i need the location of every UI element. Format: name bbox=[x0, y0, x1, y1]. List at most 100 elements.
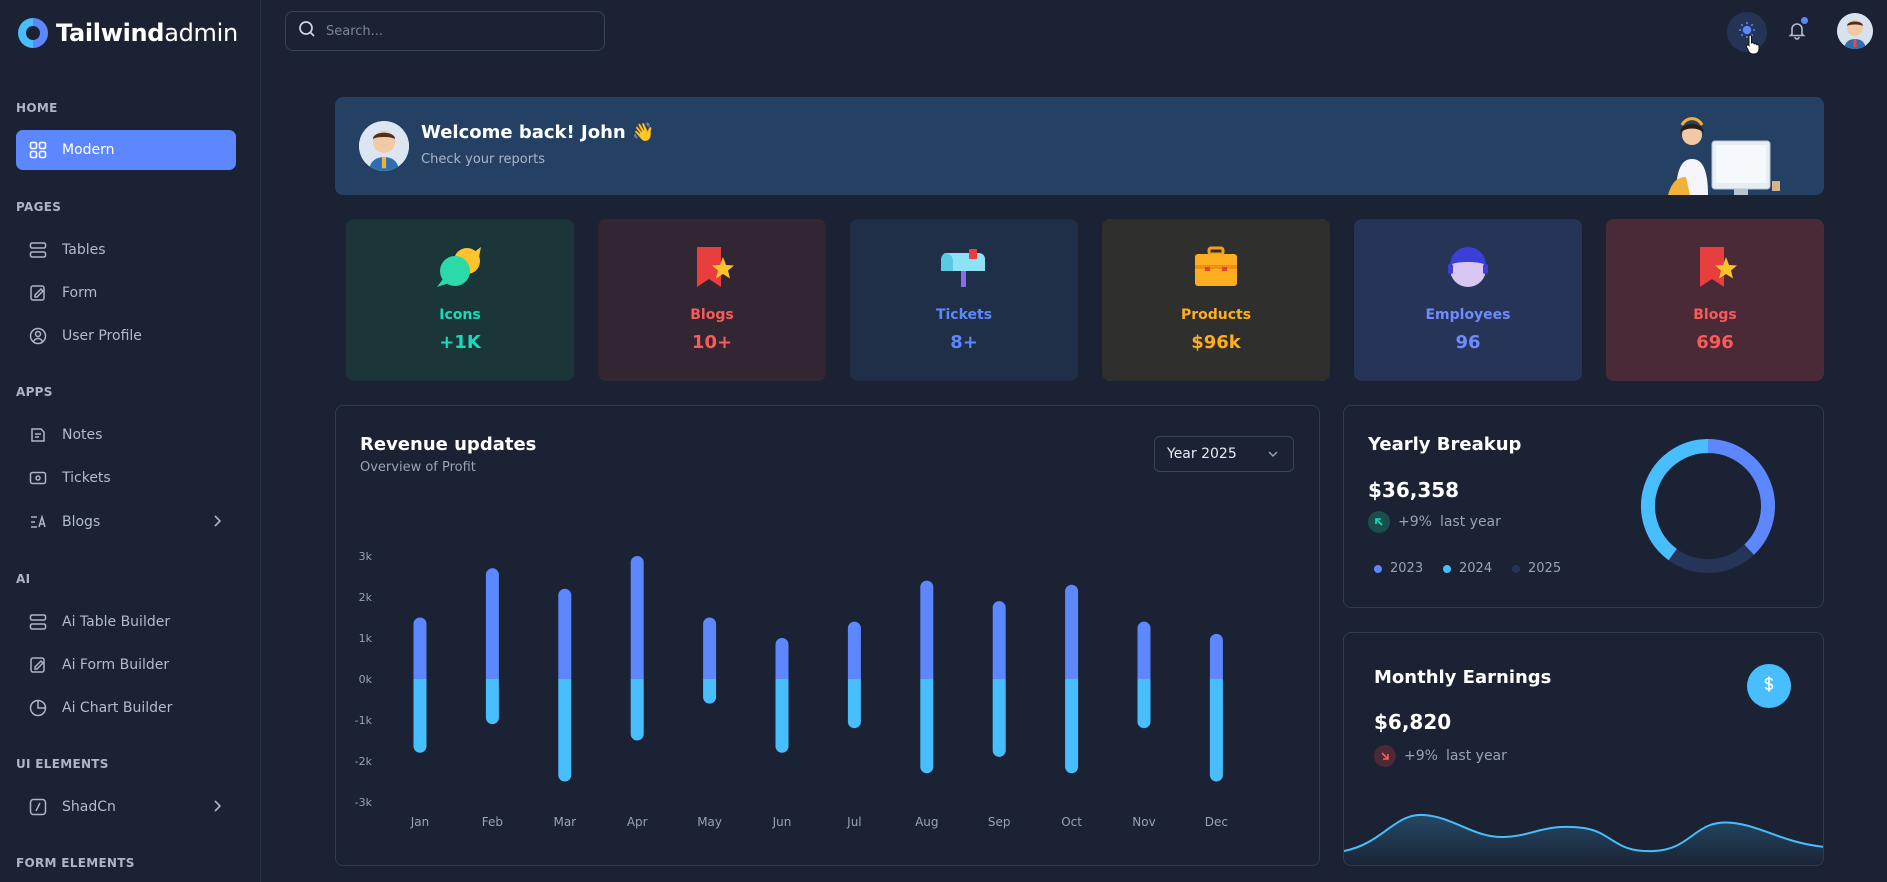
x-tick-label: Apr bbox=[627, 815, 648, 829]
bar-negative bbox=[703, 679, 717, 704]
sidebar-item-form[interactable]: Form bbox=[16, 273, 236, 313]
sidebar-item-ai-form-builder[interactable]: Ai Form Builder bbox=[16, 645, 236, 685]
search-box[interactable] bbox=[285, 11, 605, 51]
trend-note: last year bbox=[1439, 514, 1501, 530]
x-tick-label: May bbox=[697, 815, 722, 829]
chat-bubbles-icon bbox=[437, 247, 481, 287]
bar-positive bbox=[413, 617, 427, 679]
mailbox-icon bbox=[940, 249, 985, 287]
bar-negative bbox=[1209, 679, 1223, 782]
dollar-button[interactable] bbox=[1747, 664, 1791, 708]
year-select[interactable]: Year 2025 bbox=[1154, 436, 1294, 472]
notification-button[interactable] bbox=[1777, 12, 1817, 52]
x-tick-label: Mar bbox=[553, 815, 576, 829]
welcome-title: Welcome back! John 👋 bbox=[421, 122, 655, 143]
stat-card-products[interactable]: Products $96k bbox=[1102, 219, 1330, 381]
yearly-donut-chart bbox=[1641, 439, 1775, 573]
stat-card-blogs-2[interactable]: Blogs 696 bbox=[1606, 219, 1824, 381]
slash-box-icon bbox=[28, 797, 48, 817]
sidebar: Tailwindadmin HOME Modern PAGES Tables F… bbox=[0, 0, 261, 882]
table-icon bbox=[28, 240, 48, 260]
x-tick-label: Feb bbox=[482, 815, 503, 829]
monthly-earnings-card: Monthly Earnings $6,820 +9% last year bbox=[1343, 632, 1824, 866]
bar-negative bbox=[775, 679, 789, 753]
bar-positive bbox=[1137, 621, 1151, 679]
y-tick-label: 2k bbox=[359, 591, 373, 604]
search-input[interactable] bbox=[326, 23, 586, 39]
arrow-up-left-icon bbox=[1368, 511, 1390, 533]
x-tick-label: Nov bbox=[1132, 815, 1155, 829]
welcome-banner: Welcome back! John 👋 Check your reports bbox=[335, 97, 1824, 195]
bar-negative bbox=[847, 679, 861, 729]
nav-section-pages: PAGES bbox=[16, 200, 62, 214]
chevron-down-icon bbox=[1267, 448, 1279, 464]
revenue-chart: 3k 2k 1k 0k -1k -2k -3k Jan Feb Mar Apr May Jun Jul Au… bbox=[355, 550, 1228, 829]
x-tick-label: Oct bbox=[1061, 815, 1082, 829]
x-tick-label: Jun bbox=[772, 815, 792, 829]
brand-logo[interactable]: Tailwindadmin bbox=[18, 18, 238, 48]
avatar bbox=[359, 121, 409, 171]
stat-label: Products bbox=[1180, 307, 1252, 323]
trend-percent: +9% bbox=[1398, 514, 1432, 530]
sidebar-item-blogs[interactable]: Blogs bbox=[16, 502, 236, 542]
sidebar-item-user-profile[interactable]: User Profile bbox=[16, 316, 236, 356]
trend-note: last year bbox=[1445, 748, 1507, 764]
bar-negative bbox=[413, 679, 427, 753]
user-circle-icon bbox=[28, 326, 48, 346]
nav-section-ai: AI bbox=[16, 572, 31, 586]
sidebar-item-tickets[interactable]: Tickets bbox=[16, 458, 236, 498]
stat-card-employees[interactable]: Employees 96 bbox=[1354, 219, 1582, 381]
sidebar-item-label: Tables bbox=[62, 242, 106, 258]
x-tick-label: Sep bbox=[988, 815, 1011, 829]
legend-2025: 2025 bbox=[1512, 561, 1561, 576]
bar-positive bbox=[775, 638, 789, 679]
sidebar-item-notes[interactable]: Notes bbox=[16, 415, 236, 455]
stat-value: 96 bbox=[1455, 332, 1481, 353]
bookmark-star-icon bbox=[1700, 247, 1737, 287]
bar-positive bbox=[1209, 633, 1223, 679]
stat-card-tickets[interactable]: Tickets 8+ bbox=[850, 219, 1078, 381]
search-icon bbox=[298, 20, 316, 42]
logo-icon bbox=[18, 18, 48, 48]
stat-value: $96k bbox=[1191, 332, 1241, 353]
dollar-icon bbox=[1760, 675, 1778, 697]
bar-negative bbox=[558, 679, 572, 782]
arrow-down-right-icon bbox=[1374, 745, 1396, 767]
stat-label: Employees bbox=[1425, 307, 1511, 323]
y-tick-label: -2k bbox=[355, 755, 373, 768]
bar-negative bbox=[920, 679, 934, 774]
bar-positive bbox=[992, 601, 1006, 679]
sidebar-item-label: Modern bbox=[62, 142, 115, 158]
sidebar-item-label: Notes bbox=[62, 427, 103, 443]
chevron-right-icon bbox=[212, 514, 222, 532]
sidebar-item-label: User Profile bbox=[62, 328, 142, 344]
bookmark-star-icon bbox=[697, 247, 734, 287]
stat-label: Tickets bbox=[935, 307, 993, 323]
trend-percent: +9% bbox=[1404, 748, 1438, 764]
x-tick-label: Jan bbox=[410, 815, 430, 829]
nav-section-ui-elements: UI ELEMENTS bbox=[16, 757, 109, 771]
monthly-amount: $6,820 bbox=[1374, 710, 1452, 734]
nav-section-form-elements: FORM ELEMENTS bbox=[16, 856, 135, 870]
user-avatar[interactable] bbox=[1837, 13, 1873, 49]
bar-negative bbox=[630, 679, 644, 741]
sidebar-item-label: Blogs bbox=[62, 514, 101, 530]
sidebar-item-label: Ai Form Builder bbox=[62, 657, 170, 673]
monthly-earnings-sparkline bbox=[1344, 813, 1823, 865]
sidebar-item-tables[interactable]: Tables bbox=[16, 230, 236, 270]
sidebar-item-modern[interactable]: Modern bbox=[16, 130, 236, 170]
employee-icon bbox=[1448, 247, 1488, 287]
monthly-trend: +9% last year bbox=[1374, 745, 1507, 767]
stat-card-blogs[interactable]: Blogs 10+ bbox=[598, 219, 826, 381]
sidebar-item-label: Ai Table Builder bbox=[62, 614, 171, 630]
sidebar-item-ai-chart-builder[interactable]: Ai Chart Builder bbox=[16, 688, 236, 728]
sidebar-item-label: Form bbox=[62, 285, 98, 301]
sidebar-item-shadcn[interactable]: ShadCn bbox=[16, 787, 236, 827]
stat-card-icons[interactable]: Icons +1K bbox=[346, 219, 574, 381]
nav-section-home: HOME bbox=[16, 101, 58, 115]
monthly-title: Monthly Earnings bbox=[1374, 667, 1552, 688]
sidebar-item-ai-table-builder[interactable]: Ai Table Builder bbox=[16, 602, 236, 642]
x-tick-label: Aug bbox=[915, 815, 938, 829]
blog-icon bbox=[28, 512, 48, 532]
form-edit-icon bbox=[28, 283, 48, 303]
